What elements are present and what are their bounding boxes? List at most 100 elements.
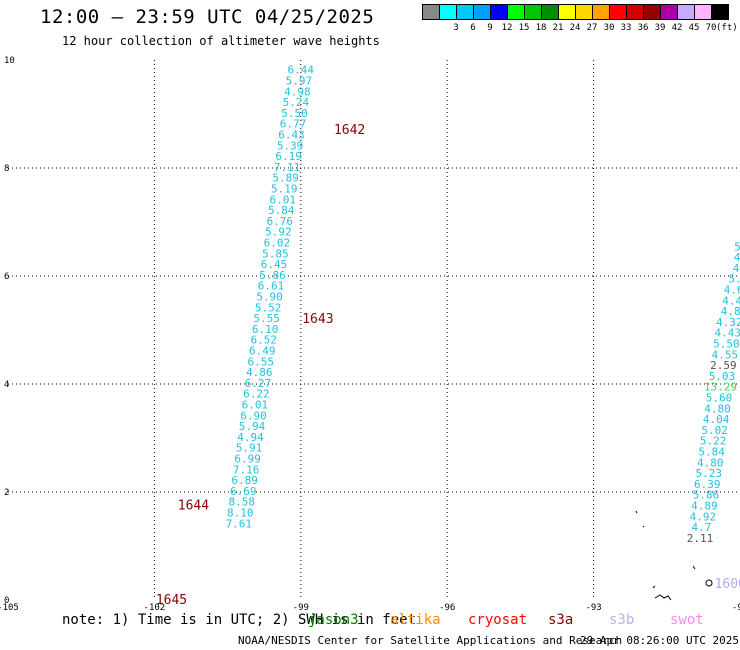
wave-height-value: 4.94 [237,431,264,444]
scale-label: 6 [470,23,476,33]
island-outline [642,525,645,528]
wave-height-value: 5.90 [256,291,283,304]
wave-height-value: 6.55 [248,355,275,368]
wave-height-value: 5.97 [286,75,313,88]
scale-label: 36 [637,23,649,33]
wave-height-value: 6.02 [264,237,291,250]
scale-label: 33 [620,23,632,33]
satellite-legend-item: s3a [548,612,574,628]
scale-label: 42 [671,23,683,33]
wave-height-value: 5.03 [709,370,736,383]
wave-height-value: 4.6 [724,284,740,297]
pass-number-label: 1645 [156,593,187,608]
wave-height-value: 4.32 [716,316,740,329]
wave-height-value: 4.4 [722,294,740,307]
pass-number-label: 1643 [302,312,333,327]
y-tick-label: 0 [4,596,9,606]
wave-height-value: 4.89 [691,500,718,513]
wave-height-value: 5.19 [271,183,298,196]
wave-height-value: 4.55 [712,348,739,361]
wave-height-value: 13.29 [704,381,737,394]
island-outline [654,594,672,601]
satellite-legend-item: cryosat [468,612,528,628]
wave-height-value: 5.50 [281,107,308,120]
wave-height-value: 5.84 [698,446,725,459]
wave-height-value: 5.91 [236,442,263,455]
wave-height-value: 6.52 [250,334,277,347]
scale-label: 39 [654,23,666,33]
island-outline [692,565,696,570]
wave-height-value: 6.49 [249,345,276,358]
satellite-legend-item: altika [390,612,441,628]
scale-label: 12 [501,23,513,33]
wave-height-value: 5.52 [255,301,282,314]
wave-height-value: 6.43 [278,129,305,142]
wave-height-value: 5.23 [696,467,723,480]
wave-height-value: 4.8 [721,305,740,318]
wave-height-value: 5 [734,240,740,253]
scale-label: 18 [535,23,547,33]
wave-height-value: 5.60 [706,392,733,405]
wave-height-value: 6.22 [243,388,270,401]
timestamp-text: 29 Apr 08:26:00 UTC 2025 [580,634,739,647]
x-tick-label: -90 [732,603,740,613]
wave-height-value: 6.27 [245,377,272,390]
y-tick-label: 2 [4,488,9,498]
wave-height-value: 5.85 [262,247,289,260]
satellite-legend-item: s3b [609,612,635,628]
x-tick-label: -102 [144,603,166,613]
wave-height-value: 5. [728,273,740,286]
footer-note: note: 1) Time is in UTC; 2) SWH is in fe… [62,612,417,628]
wave-height-value: 5.24 [283,96,310,109]
wave-height-value: 6.69 [230,485,257,498]
pass-number-label: 1606 [715,577,740,592]
scale-unit: (ft) [716,23,738,33]
wave-height-value: 6.89 [231,474,258,487]
wave-height-value: 5.86 [259,269,286,282]
satellite-legend-item: swot [670,612,704,628]
scale-label: 24 [569,23,581,33]
pass-number-label: 1642 [334,123,365,138]
pass-number-label: 1644 [178,499,209,514]
wave-height-value: 4.43 [715,327,740,340]
wave-height-value: 5.86 [693,489,720,502]
wave-height-value: 5.55 [253,312,280,325]
wave-height-value: 6.61 [258,280,285,293]
x-tick-label: -99 [293,603,309,613]
scale-label: 9 [487,23,493,33]
island-outline [652,585,656,589]
satellite-legend-item: jason3 [308,612,359,628]
x-tick-label: -105 [0,603,19,613]
wave-height-value: 4.92 [690,510,717,523]
wave-height-value: 8.58 [229,496,256,509]
wave-height-value: 6.19 [275,150,302,163]
wave-height-value: 6.44 [288,64,315,77]
wave-height-value: 4.80 [704,402,731,415]
page-title: 12:00 — 23:59 UTC 04/25/2025 [40,6,375,28]
wave-height-value: 5.89 [272,172,299,185]
island-outline [705,579,713,587]
wave-height-value: 5.50 [713,338,740,351]
wave-height-value: 4.7 [692,521,712,534]
scale-label: 21 [552,23,564,33]
y-tick-label: 4 [4,380,9,390]
scale-label: 27 [586,23,598,33]
wave-height-value: 6.45 [261,258,288,271]
wave-height-value: 4.98 [284,85,311,98]
wave-height-value: 6.10 [252,323,279,336]
wave-height-value: 7.16 [233,463,260,476]
wave-height-value: 4.86 [246,366,273,379]
scale-label: 45 [688,23,700,33]
wave-height-value: 2.59 [710,359,737,372]
wave-height-value: 5.02 [701,424,728,437]
scale-swatch [711,4,729,20]
scale-label: 70 [705,23,717,33]
y-tick-label: 6 [4,272,9,282]
scale-label: 30 [603,23,615,33]
scale-label: 15 [518,23,530,33]
x-tick-label: -96 [439,603,455,613]
scale-label: 3 [453,23,459,33]
wave-height-value: 5.39 [277,139,304,152]
wave-height-value: 7.11 [274,161,301,174]
